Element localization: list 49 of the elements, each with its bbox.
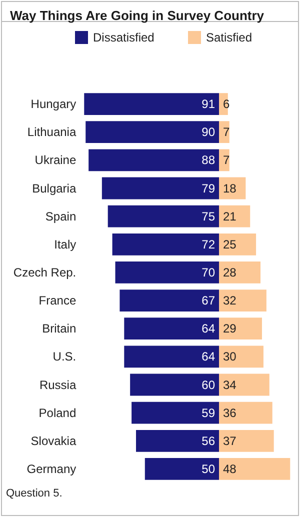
y-tick-label: Slovakia [30, 434, 76, 448]
data-label: 50 [202, 462, 216, 476]
y-tick-label: Lithuania [27, 125, 76, 140]
data-label: 56 [202, 434, 216, 448]
data-label: 59 [202, 406, 216, 420]
data-label: 48 [223, 462, 237, 476]
data-label: 79 [202, 181, 216, 196]
y-tick-label: France [38, 294, 76, 308]
data-label: 36 [223, 406, 237, 420]
y-tick-label: Italy [54, 237, 76, 252]
y-tick-label: Ukraine [34, 153, 76, 168]
data-label: 34 [223, 378, 237, 392]
data-label: 6 [223, 97, 230, 112]
bar [219, 205, 250, 228]
data-label: 67 [202, 294, 216, 308]
data-label: 64 [202, 350, 216, 364]
data-label: 28 [223, 265, 237, 280]
data-label: 7 [223, 125, 230, 140]
y-tick-label: Spain [45, 209, 76, 224]
y-tick-label: U.S. [52, 350, 76, 364]
legend-label: Satisfied [206, 30, 252, 44]
chart-title: Way Things Are Going in Survey Country [10, 8, 265, 23]
y-tick-label: Bulgaria [32, 181, 76, 196]
data-label: 32 [223, 294, 237, 308]
data-label: 29 [223, 322, 237, 336]
text: Question 5. [6, 488, 62, 500]
data-label: 7 [223, 153, 230, 168]
y-tick-label: Britain [42, 322, 76, 336]
y-tick-label: Germany [26, 462, 76, 476]
data-label: 88 [202, 153, 216, 168]
data-label: 21 [223, 209, 237, 224]
data-label: 25 [223, 237, 237, 252]
data-label: 30 [223, 350, 237, 364]
data-label: 64 [202, 322, 216, 336]
bar [219, 121, 230, 144]
data-label: 70 [202, 265, 216, 280]
data-label: 91 [202, 97, 216, 112]
bar [219, 149, 230, 172]
data-label: 18 [223, 181, 237, 196]
data-label: 60 [202, 378, 216, 392]
data-label: 72 [202, 237, 216, 252]
legend-label: Dissatisfied [93, 30, 154, 44]
data-label: 37 [223, 434, 237, 448]
y-tick-label: Russia [39, 378, 76, 392]
y-tick-label: Poland [38, 406, 76, 420]
y-tick-label: Czech Rep. [13, 265, 76, 280]
y-tick-label: Hungary [30, 97, 76, 112]
data-label: 75 [202, 209, 216, 224]
data-label: 90 [202, 125, 216, 140]
